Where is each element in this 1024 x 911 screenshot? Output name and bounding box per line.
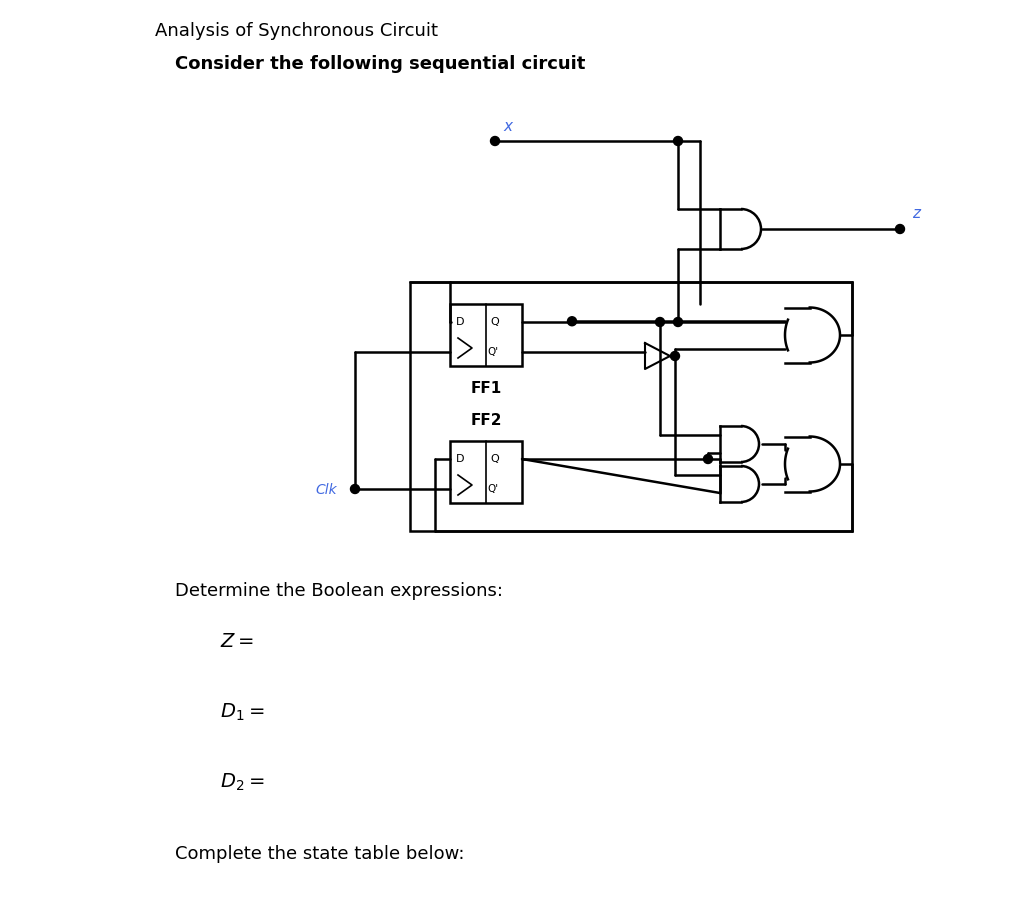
Text: Analysis of Synchronous Circuit: Analysis of Synchronous Circuit: [155, 22, 438, 40]
Text: FF1: FF1: [470, 381, 502, 395]
Text: Determine the Boolean expressions:: Determine the Boolean expressions:: [175, 581, 503, 599]
Circle shape: [703, 455, 713, 464]
Text: $Z =$: $Z =$: [220, 631, 254, 650]
Bar: [450, 304, 522, 366]
Bar: [410, 282, 852, 531]
Text: Complete the state table below:: Complete the state table below:: [175, 844, 465, 862]
Circle shape: [674, 318, 683, 327]
Text: Q: Q: [490, 317, 499, 327]
Text: Consider the following sequential circuit: Consider the following sequential circui…: [175, 55, 586, 73]
Text: Q': Q': [487, 346, 498, 356]
Text: Clk: Clk: [315, 483, 337, 496]
Text: Q': Q': [487, 484, 498, 494]
Text: $D_2 =$: $D_2 =$: [220, 771, 264, 793]
Circle shape: [350, 485, 359, 494]
Circle shape: [671, 353, 680, 361]
Circle shape: [655, 318, 665, 327]
Text: $D_1 =$: $D_1 =$: [220, 701, 264, 722]
Circle shape: [896, 225, 904, 234]
Circle shape: [490, 138, 500, 147]
Bar: [450, 442, 522, 504]
Text: Q: Q: [490, 454, 499, 464]
Text: D: D: [456, 454, 465, 464]
Circle shape: [674, 138, 683, 147]
Text: FF2: FF2: [470, 413, 502, 427]
Text: x: x: [504, 118, 512, 133]
Text: D: D: [456, 317, 465, 327]
Text: z: z: [912, 205, 920, 220]
Circle shape: [567, 317, 577, 326]
